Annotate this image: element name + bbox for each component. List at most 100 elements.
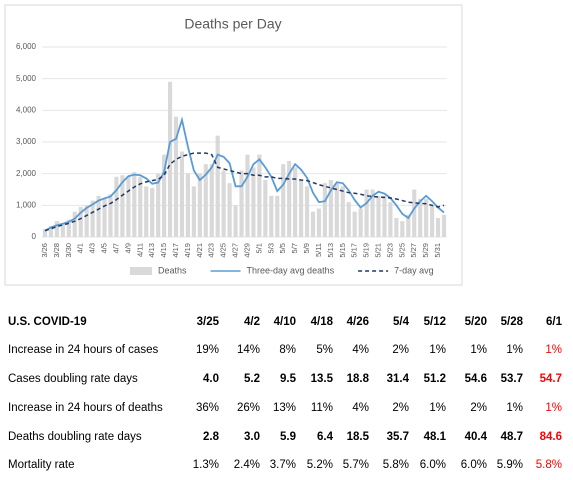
x-tick-label: 4/1: [76, 243, 85, 253]
table-cell: 5.9%: [497, 459, 523, 471]
legend-label: Three-day avg deaths: [247, 265, 335, 275]
bar: [209, 164, 214, 237]
table-cell: 1%: [506, 344, 523, 356]
table-cell: 5.8%: [383, 459, 409, 471]
chart-frame: [4, 4, 463, 286]
bar: [310, 211, 316, 237]
table-cell: 35.7: [387, 431, 409, 443]
bar: [287, 161, 292, 237]
bar: [138, 176, 143, 237]
x-tick-label: 5/17: [350, 243, 359, 258]
table-cell: 8%: [279, 344, 296, 356]
bar: [352, 211, 357, 237]
bar: [293, 167, 298, 237]
bar: [376, 195, 381, 237]
table-cell: 48.1: [424, 431, 447, 443]
table-cell: 1%: [429, 402, 446, 414]
table-cell: 2%: [470, 402, 487, 414]
bar: [150, 187, 155, 237]
table-cell: Increase in 24 hours of deaths: [8, 402, 163, 414]
bar: [167, 81, 173, 237]
table-cell: 4/10: [274, 316, 296, 328]
table-cell: 5/4: [393, 316, 410, 328]
table-cell: 2%: [392, 402, 409, 414]
table-cell: 54.6: [465, 373, 487, 385]
x-tick-label: 4/19: [183, 243, 192, 258]
table-cell: Increase in 24 hours of cases: [8, 344, 158, 356]
bar: [346, 202, 351, 237]
table-cell: 4/2: [244, 316, 260, 328]
x-tick-label: 3/28: [52, 243, 61, 258]
table-cell: Cases doubling rate days: [8, 373, 138, 385]
bar: [72, 211, 77, 237]
bar: [298, 180, 304, 237]
bar: [239, 170, 244, 237]
y-tick-label: 3,000: [16, 137, 37, 146]
bar: [144, 186, 149, 237]
bar: [382, 195, 387, 237]
bar: [269, 195, 274, 237]
x-tick-label: 5/15: [338, 243, 347, 258]
bar: [120, 175, 125, 237]
table-cell: 3.7%: [270, 459, 296, 471]
table-cell: 4%: [352, 344, 369, 356]
x-tick-label: 4/5: [100, 243, 109, 253]
bar: [60, 224, 65, 237]
bar: [263, 180, 268, 237]
bar: [96, 195, 101, 237]
x-tick-label: 5/29: [421, 243, 430, 258]
bar: [233, 205, 238, 237]
bar: [156, 173, 161, 237]
legend-label: Deaths: [158, 265, 187, 275]
table-cell: 5.2: [244, 373, 260, 385]
bar: [54, 221, 59, 237]
bar: [394, 218, 399, 237]
x-tick-label: 4/13: [147, 243, 156, 258]
bar: [418, 199, 423, 237]
bar: [328, 180, 333, 237]
table-cell: 4.0: [203, 373, 219, 385]
table-cell: 5.7%: [343, 459, 369, 471]
x-tick-label: 4/15: [159, 243, 168, 258]
table-cell: 1%: [506, 402, 523, 414]
table-cell: 1%: [429, 344, 446, 356]
bar: [126, 176, 131, 237]
table-cell: Mortality rate: [8, 459, 74, 471]
table-cell: 13%: [273, 402, 296, 414]
x-tick-label: 5/1: [254, 243, 263, 253]
line: [44, 152, 445, 232]
y-tick-label: 0: [32, 232, 37, 241]
y-tick-label: 4,000: [16, 105, 37, 114]
x-tick-label: 5/3: [266, 243, 275, 253]
x-tick-label: 5/27: [409, 243, 418, 258]
bar: [441, 214, 447, 237]
table-cell: 31.4: [387, 373, 410, 385]
table-cell: 1%: [545, 402, 562, 414]
x-tick-label: 4/3: [88, 243, 97, 253]
table-cell: 6.0%: [461, 459, 487, 471]
table-cell: 53.7: [501, 373, 523, 385]
x-tick-label: 5/11: [314, 243, 323, 257]
table-cell: 4/26: [347, 316, 369, 328]
bar: [281, 164, 286, 237]
table-cell: 84.6: [540, 431, 562, 443]
table-cell: 1%: [545, 344, 562, 356]
x-tick-label: 5/13: [326, 243, 335, 258]
legend-swatch: [130, 267, 152, 275]
table-cell: 4/18: [311, 316, 334, 328]
table-cell: 4%: [352, 402, 369, 414]
x-tick-label: 4/9: [123, 243, 132, 253]
bar: [203, 164, 208, 237]
table-cell: 13.5: [311, 373, 334, 385]
table-cell: 19%: [196, 344, 219, 356]
table-cell: 1.3%: [193, 459, 219, 471]
table-cell: 36%: [196, 402, 219, 414]
table-cell: 6/1: [546, 316, 563, 328]
table-cell: 5.2%: [307, 459, 333, 471]
bar: [251, 167, 256, 237]
table-cell: 11%: [311, 402, 333, 414]
x-tick-label: 5/19: [362, 243, 371, 258]
x-tick-label: 4/29: [242, 243, 251, 258]
x-tick-label: 4/21: [195, 243, 204, 258]
bar: [185, 173, 191, 237]
